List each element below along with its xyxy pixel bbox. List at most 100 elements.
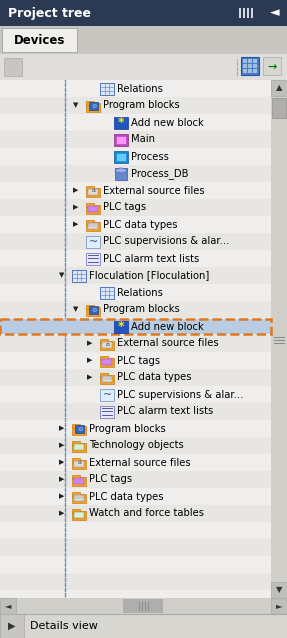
Bar xyxy=(271,80,287,96)
Bar xyxy=(247,8,249,18)
Text: PLC alarm text lists: PLC alarm text lists xyxy=(117,406,213,417)
Bar xyxy=(100,286,114,299)
Text: Devices: Devices xyxy=(14,34,65,47)
Bar xyxy=(114,133,128,145)
Bar xyxy=(239,8,241,18)
Bar xyxy=(243,8,245,18)
Bar xyxy=(100,82,114,94)
Bar xyxy=(72,269,86,281)
Bar xyxy=(251,8,253,18)
Bar xyxy=(0,437,271,454)
Bar xyxy=(0,182,271,199)
Bar xyxy=(0,454,271,471)
Text: ▶: ▶ xyxy=(59,459,65,466)
Text: *: * xyxy=(118,320,124,333)
Bar xyxy=(263,57,281,75)
Text: ▶: ▶ xyxy=(59,510,65,517)
Text: Main: Main xyxy=(131,135,155,144)
Text: Technology objects: Technology objects xyxy=(89,440,184,450)
Bar xyxy=(86,205,100,214)
Text: Relations: Relations xyxy=(117,84,163,94)
Bar xyxy=(0,216,271,233)
Bar xyxy=(72,424,80,427)
Bar xyxy=(0,556,271,573)
Bar xyxy=(114,320,128,332)
Bar xyxy=(253,69,257,73)
Bar xyxy=(0,539,271,556)
Bar xyxy=(253,59,257,63)
Text: External source files: External source files xyxy=(89,457,191,468)
Bar xyxy=(100,375,114,383)
Bar xyxy=(72,443,86,452)
Bar xyxy=(4,58,22,76)
Bar xyxy=(72,459,86,468)
Text: ▶: ▶ xyxy=(87,375,93,380)
Bar xyxy=(72,457,80,461)
Text: PLC supervisions & alar...: PLC supervisions & alar... xyxy=(117,390,243,399)
Bar xyxy=(0,267,271,284)
Bar xyxy=(114,151,128,163)
Bar xyxy=(86,221,100,230)
Bar xyxy=(0,369,271,386)
Text: ~: ~ xyxy=(102,390,112,399)
Bar xyxy=(248,64,252,68)
Text: ▶: ▶ xyxy=(87,341,93,346)
Bar xyxy=(0,471,271,488)
Text: →: → xyxy=(267,62,277,72)
Bar xyxy=(241,57,259,75)
Bar xyxy=(0,420,271,437)
Bar xyxy=(102,376,112,382)
Bar xyxy=(100,341,114,350)
Bar xyxy=(0,80,271,97)
Text: ▼: ▼ xyxy=(73,306,79,313)
Bar xyxy=(86,186,94,189)
Bar xyxy=(0,386,271,403)
Bar xyxy=(0,488,271,505)
Text: External source files: External source files xyxy=(103,186,205,195)
Bar xyxy=(74,477,84,484)
Text: ~: ~ xyxy=(88,237,98,246)
Bar xyxy=(0,319,271,334)
Bar xyxy=(86,253,100,265)
Text: 01: 01 xyxy=(92,189,96,193)
Text: ▶: ▶ xyxy=(59,443,65,449)
Text: Details view: Details view xyxy=(30,621,98,631)
Bar xyxy=(0,614,287,638)
Bar xyxy=(248,59,252,63)
Bar xyxy=(100,339,108,343)
Text: PLC supervisions & alar...: PLC supervisions & alar... xyxy=(103,237,229,246)
Bar xyxy=(102,341,112,348)
Text: ▼: ▼ xyxy=(276,586,282,595)
Bar xyxy=(0,284,271,301)
Bar xyxy=(253,64,257,68)
Bar xyxy=(100,406,114,417)
Text: Project tree: Project tree xyxy=(8,6,91,20)
Text: ⚙: ⚙ xyxy=(77,427,83,432)
Bar xyxy=(72,508,80,512)
Text: Process: Process xyxy=(131,151,169,161)
Text: External source files: External source files xyxy=(117,339,219,348)
Bar xyxy=(114,117,128,128)
Bar xyxy=(243,64,247,68)
Text: ⚙: ⚙ xyxy=(91,308,97,313)
Bar xyxy=(271,582,287,598)
Bar xyxy=(0,335,271,352)
Bar xyxy=(248,69,252,73)
Bar xyxy=(0,301,271,318)
Text: PLC alarm text lists: PLC alarm text lists xyxy=(103,253,199,263)
Bar xyxy=(0,590,271,607)
Text: ▶: ▶ xyxy=(59,477,65,482)
Bar xyxy=(74,443,84,450)
Text: ⚙: ⚙ xyxy=(91,104,97,109)
Bar xyxy=(74,494,84,500)
Bar xyxy=(86,202,94,207)
Text: Process_DB: Process_DB xyxy=(131,168,189,179)
Bar xyxy=(0,131,271,148)
Bar xyxy=(72,477,86,486)
Bar xyxy=(72,440,80,445)
Text: PLC tags: PLC tags xyxy=(117,355,160,366)
Bar xyxy=(86,304,94,309)
Text: ▶: ▶ xyxy=(87,357,93,364)
Bar xyxy=(100,82,114,94)
Text: ▼: ▼ xyxy=(59,272,65,279)
